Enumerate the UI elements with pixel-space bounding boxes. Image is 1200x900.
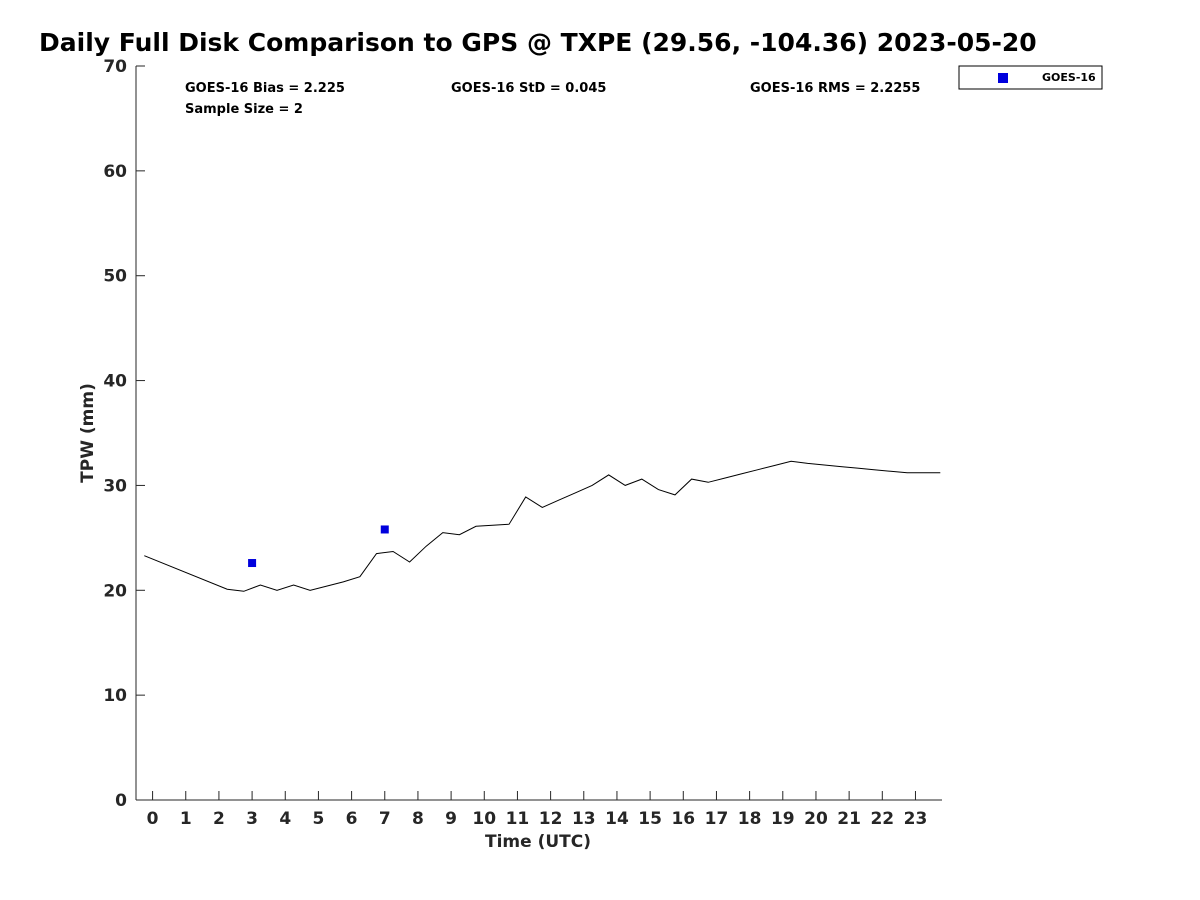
x-tick-label: 14 [605,809,629,829]
goes16-marker [248,559,257,568]
x-tick-label: 4 [279,809,291,829]
x-tick-label: 3 [246,809,258,829]
x-tick-label: 0 [147,809,159,829]
x-tick-label: 18 [738,809,762,829]
std-stat: GOES-16 StD = 0.045 [451,81,606,96]
x-tick-label: 6 [346,809,358,829]
legend-label-goes16: GOES-16 [1042,71,1096,84]
y-axis-title: TPW (mm) [78,383,98,483]
x-tick-label: 23 [904,809,928,829]
x-tick-label: 5 [313,809,325,829]
x-tick-label: 19 [771,809,795,829]
legend: GOES-16 [958,65,1103,90]
x-axis-title: Time (UTC) [485,832,591,852]
y-tick-label: 10 [103,686,127,706]
y-tick-label: 60 [103,162,127,182]
x-tick-label: 12 [539,809,563,829]
rms-stat: GOES-16 RMS = 2.2255 [750,81,920,96]
y-tick-label: 0 [115,791,127,811]
bias-stat: GOES-16 Bias = 2.225 [185,81,345,96]
y-tick-label: 30 [103,476,127,496]
series-layer [144,460,941,592]
y-axis-ticks: 0 10 20 30 40 50 60 70 [103,57,145,811]
x-tick-label: 22 [870,809,894,829]
x-tick-label: 11 [506,809,530,829]
goes16-marker [380,525,389,534]
axes [135,66,942,801]
x-tick-label: 16 [671,809,695,829]
x-axis-ticks: 0 1 2 3 4 5 6 7 8 9 10 11 12 13 14 15 16 17 18 19 20 21 22 23 [147,791,928,829]
x-tick-label: 20 [804,809,828,829]
legend-swatch-goes16 [998,73,1008,83]
y-tick-label: 40 [103,372,127,392]
x-tick-label: 21 [837,809,861,829]
y-tick-label: 50 [103,267,127,287]
x-tick-label: 10 [472,809,496,829]
legend-box [958,65,1103,90]
chart-title: Daily Full Disk Comparison to GPS @ TXPE… [39,28,1037,57]
x-tick-label: 1 [180,809,192,829]
gps-tpw-line [144,460,941,592]
x-tick-label: 8 [412,809,424,829]
sample-size-stat: Sample Size = 2 [185,102,303,117]
y-tick-label: 70 [103,57,127,77]
x-tick-label: 2 [213,809,225,829]
y-tick-label: 20 [103,581,127,601]
x-tick-label: 17 [705,809,729,829]
x-tick-label: 7 [379,809,391,829]
x-tick-label: 15 [638,809,662,829]
x-tick-label: 9 [445,809,457,829]
x-tick-label: 13 [572,809,596,829]
